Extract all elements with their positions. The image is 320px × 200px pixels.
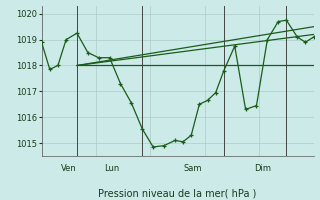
Text: Dim: Dim: [254, 164, 271, 173]
Text: Sam: Sam: [183, 164, 202, 173]
Text: Pression niveau de la mer( hPa ): Pression niveau de la mer( hPa ): [99, 189, 257, 199]
Text: Lun: Lun: [104, 164, 119, 173]
Text: Ven: Ven: [61, 164, 76, 173]
